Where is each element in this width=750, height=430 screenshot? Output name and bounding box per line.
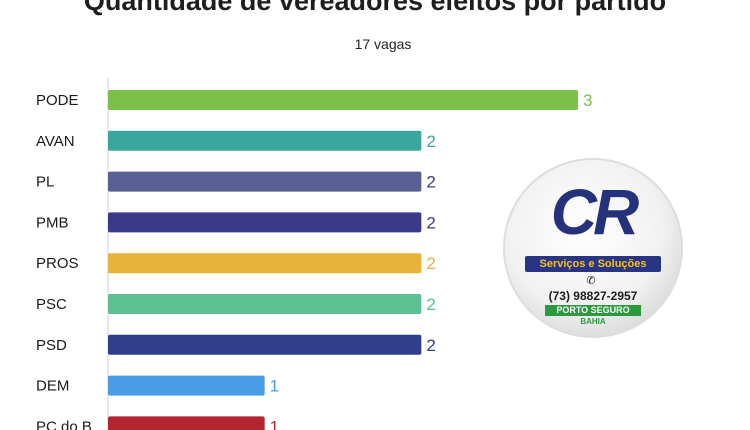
cr-logo: CR Serviços e Soluções ✆ (73) 98827-2957… xyxy=(505,160,681,336)
chart-subtitle: 17 vagas xyxy=(354,36,412,52)
category-label: PMB xyxy=(36,214,69,231)
logo-state: BAHIA xyxy=(580,317,606,326)
value-label: 2 xyxy=(426,254,435,273)
value-label: 2 xyxy=(426,295,435,314)
category-label: PSC xyxy=(36,296,67,313)
category-label: DEM xyxy=(36,378,69,395)
bar xyxy=(108,334,422,355)
bar xyxy=(108,253,422,274)
bar xyxy=(108,212,422,233)
category-label: PL xyxy=(36,174,54,191)
value-label: 2 xyxy=(426,173,435,192)
value-label: 1 xyxy=(270,417,279,430)
logo-phone: (73) 98827-2957 xyxy=(548,289,638,303)
logo-tagline: Serviços e Soluções xyxy=(525,256,661,272)
category-label: AVAN xyxy=(36,133,75,150)
chart-title: Quantidade de vereadores eleitos por par… xyxy=(83,0,667,16)
value-label: 2 xyxy=(426,213,435,232)
phone-icon: ✆ xyxy=(586,275,596,287)
bar xyxy=(108,416,265,430)
bar xyxy=(108,294,422,314)
bar xyxy=(108,130,422,151)
category-label: PSD xyxy=(36,337,67,354)
category-label: PROS xyxy=(36,255,79,272)
value-label: 2 xyxy=(426,336,435,355)
category-label: PODE xyxy=(36,92,79,109)
value-label: 2 xyxy=(426,132,435,151)
value-label: 3 xyxy=(583,91,592,110)
bar xyxy=(108,375,265,396)
category-label: PC do B xyxy=(36,418,92,430)
logo-mark: CR xyxy=(550,176,639,248)
logo-city: PORTO SEGURO xyxy=(545,305,641,316)
bar xyxy=(108,171,422,192)
value-label: 1 xyxy=(270,377,279,396)
bar xyxy=(108,90,578,110)
